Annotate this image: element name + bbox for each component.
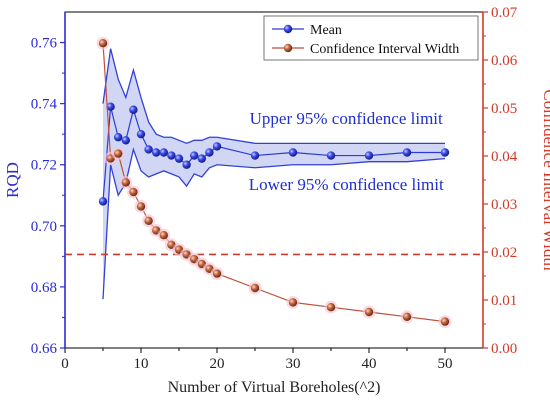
left-tick-label: 0.76 [31,36,58,52]
legend-label: Mean [310,23,342,38]
annotation-label: Upper 95% confidence limit [250,109,443,128]
mean-point [114,133,123,142]
legend: Mean Confidence Interval Width [263,15,479,61]
series-layer [96,36,452,329]
right-tick-label: 0.03 [491,197,517,213]
x-tick-label: 10 [134,356,149,372]
confidence-interval-width-point [326,303,336,312]
left-axis-title: RQD [3,162,22,198]
mean-point [364,151,374,160]
x-tick-label: 30 [286,356,301,372]
left-tick-label: 0.68 [31,280,57,296]
annotation-label: Lower 95% confidence limit [249,175,444,194]
mean-point [250,151,260,160]
mean-point [167,151,176,160]
confidence-interval-width-point [212,269,222,278]
confidence-interval-width-point [98,39,108,48]
left-tick-label: 0.72 [31,158,57,174]
legend-label: Confidence Interval Width [310,42,459,57]
mean-point [402,148,412,157]
confidence-interval-width-point [440,317,450,326]
right-tick-label: 0.05 [491,101,517,117]
upper-confidence-limit-line [102,48,445,145]
mean-point [326,151,336,160]
confidence-interval-width-point [129,187,138,197]
confidence-interval-width-point [121,178,130,187]
mean-point [136,129,146,139]
mean-point [129,105,138,114]
left-tick-label: 0.66 [31,341,58,357]
confidence-interval-width-point [364,307,374,317]
mean-point [212,142,222,151]
mean-point [182,160,191,169]
confidence-interval-width-point [136,202,146,211]
mean-line [102,106,445,202]
mean-point [288,148,298,157]
mean-point [121,136,130,145]
x-tick-label: 0 [61,356,69,372]
mean-point [152,148,161,157]
left-tick-label: 0.70 [31,219,57,235]
mean-point [144,145,153,154]
right-tick-label: 0.07 [491,5,518,21]
confidence-interval-width-point [159,231,168,240]
right-tick-label: 0.02 [491,245,517,261]
x-tick-label: 20 [210,356,225,372]
right-tick-label: 0.04 [491,149,518,165]
mean-point [159,148,168,157]
lower-confidence-limit-line [102,147,446,300]
right-tick-label: 0.01 [491,293,517,309]
mean-point [440,148,450,157]
legend-marker [283,43,293,53]
mean-point [174,154,184,163]
x-tick-label: 40 [362,356,377,372]
mean-point [98,197,108,206]
annotation-layer: Upper 95% confidence limit Lower 95% conf… [249,109,444,194]
mean-point [106,102,115,111]
mean-point [197,154,206,163]
right-tick-label: 0.06 [491,53,518,69]
left-tick-label: 0.74 [31,97,58,113]
legend-marker [283,24,293,34]
mean-point [205,148,214,157]
confidence-band-area [103,48,445,300]
confidence-interval-width-point [144,216,153,225]
mean-point [190,151,199,160]
legend-box [263,15,479,61]
confidence-interval-width-point [114,149,123,158]
right-tick-label: 0.00 [491,341,517,357]
confidence-band-layer [102,48,446,300]
x-tick-label: 50 [438,356,453,372]
confidence-interval-width-point [402,312,412,321]
right-axis-title: Confidence Interval Width [540,89,550,271]
x-axis-title: Number of Virtual Boreholes(^2) [168,379,381,396]
confidence-interval-width-point [250,283,260,293]
confidence-interval-width-point [288,298,298,307]
ticks-layer: 0 10 20 30 40 50 0.66 0.68 0.70 0.72 0.74 0.76 0.00 0… [3,5,550,396]
